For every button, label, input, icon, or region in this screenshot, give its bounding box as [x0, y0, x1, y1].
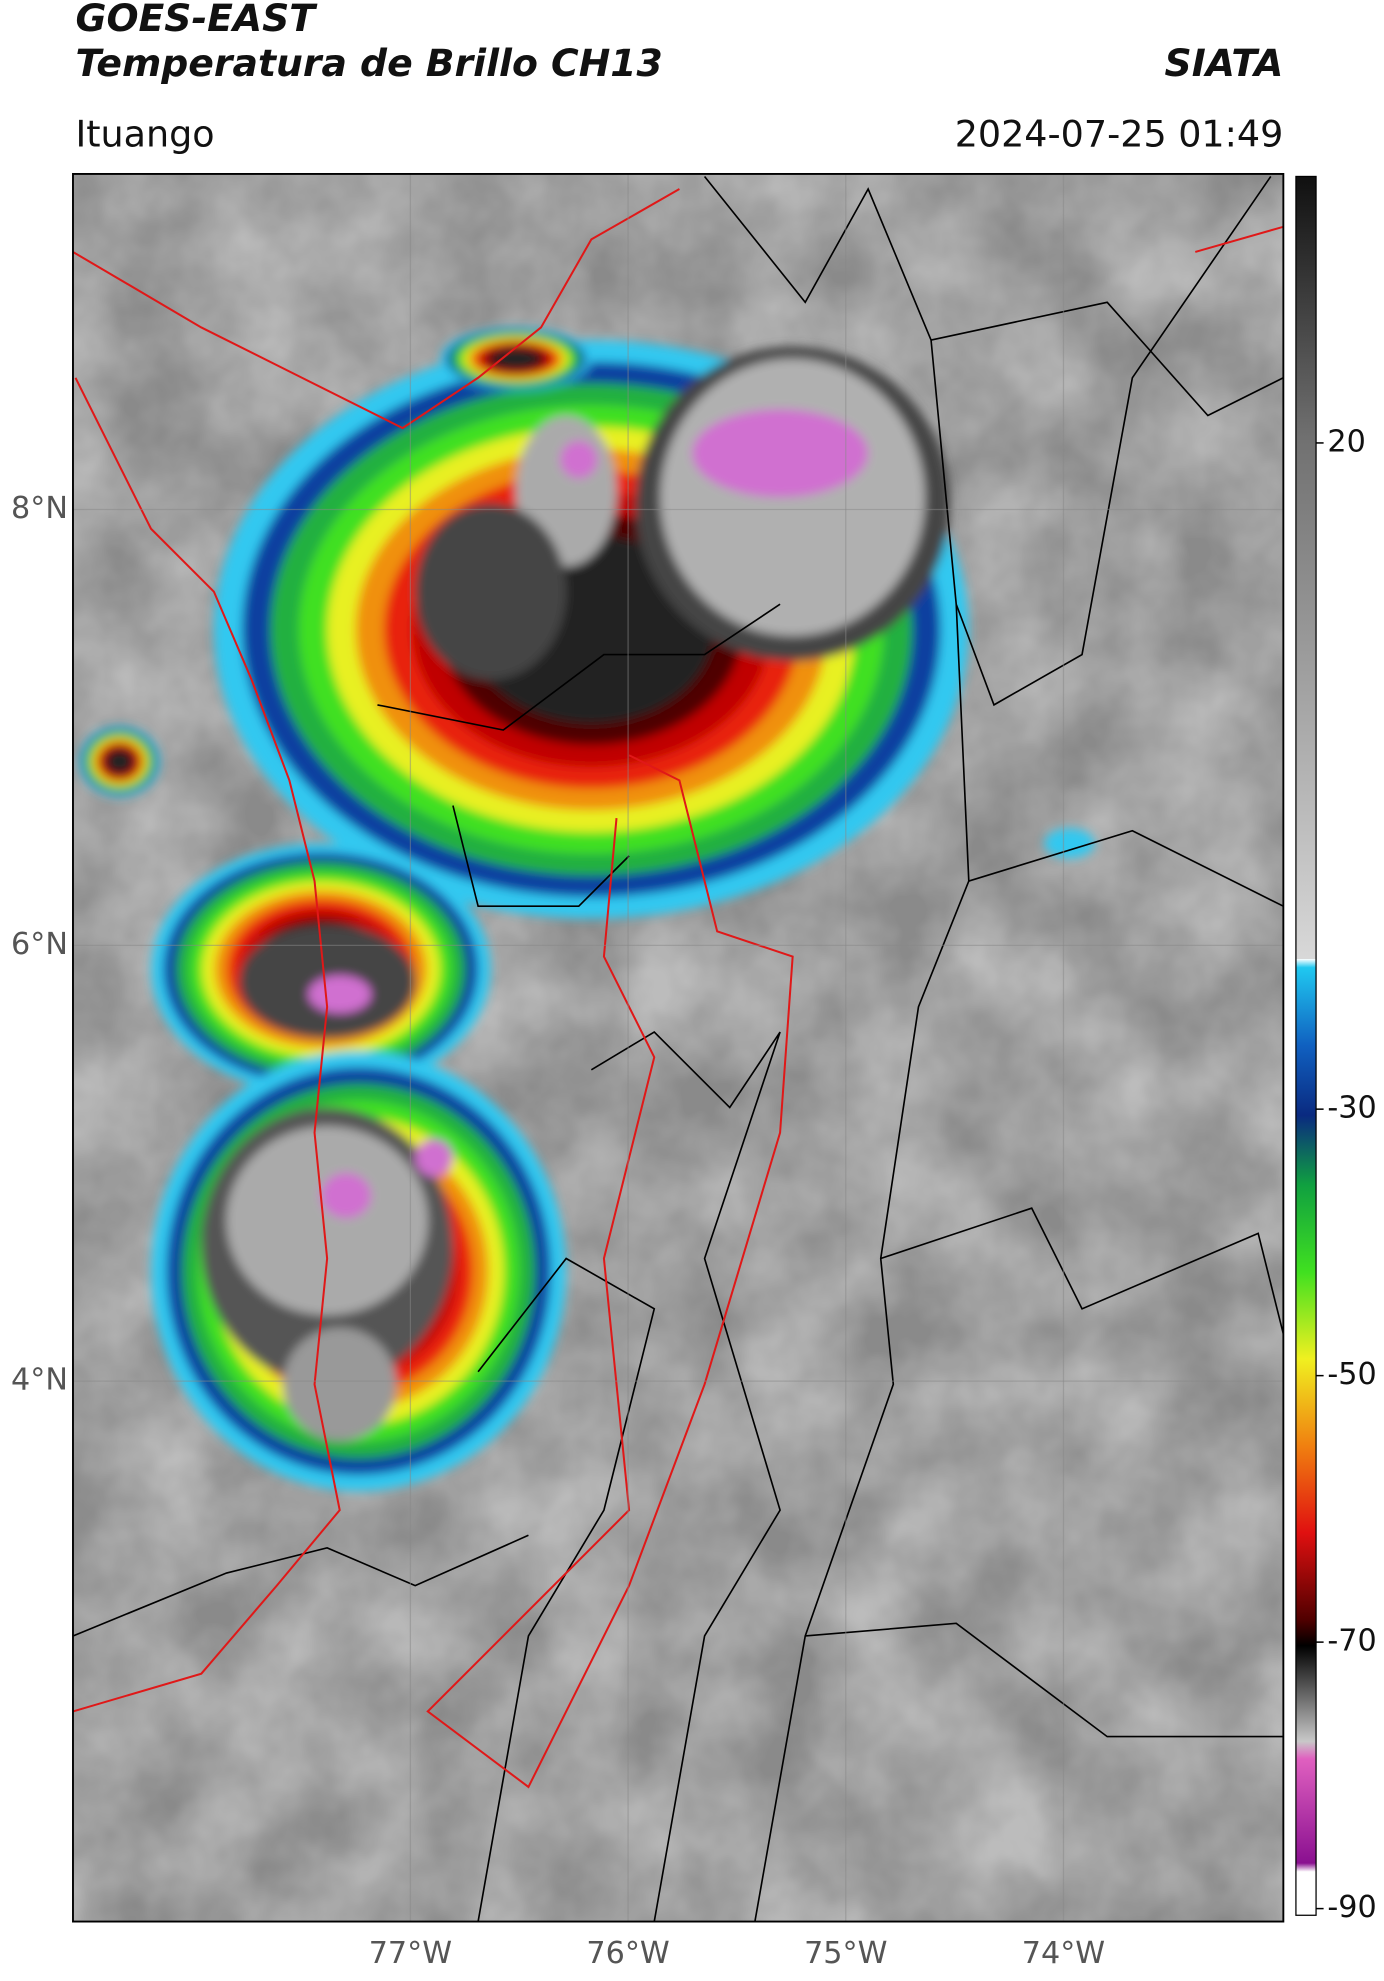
lon-tick-label: 76°W: [586, 1936, 669, 1971]
cloud-top: [308, 975, 372, 1014]
lat-tick-label: 8°N: [11, 491, 68, 526]
cloud-top: [559, 440, 598, 479]
cloud-top: [692, 409, 869, 498]
lat-tick-label: 4°N: [11, 1363, 68, 1398]
lon-tick-label: 77°W: [369, 1936, 452, 1971]
cloud-top: [283, 1327, 397, 1441]
lat-tick-label: 6°N: [11, 927, 68, 962]
cloud-ring: [491, 348, 541, 370]
cloud-top: [1044, 828, 1095, 859]
red-boundaries: [72, 188, 1284, 1789]
map-frame: [72, 172, 1285, 1923]
lon-tick-label: 74°W: [1022, 1936, 1105, 1971]
cloud-ring: [106, 750, 133, 773]
cloud-top: [415, 503, 567, 680]
cloud-top: [320, 1172, 372, 1219]
title-line2: Temperatura de Brillo CH13: [75, 41, 662, 85]
map-image: [72, 173, 1284, 1922]
lon-tick-label: 75°W: [804, 1936, 887, 1971]
grid: 8°N 6°N 4°N 77°W 76°W 75°W 74°W: [11, 173, 1284, 1971]
cloud-top: [226, 1126, 428, 1316]
colorbar-tick-label: -30: [1327, 1091, 1376, 1126]
colorbar-tick-label: 20: [1327, 424, 1365, 459]
cloud-top: [660, 358, 925, 636]
cloud-top: [415, 1138, 453, 1177]
colorbar-tick-label: -50: [1327, 1357, 1376, 1392]
location: Ituango: [75, 113, 214, 156]
source: SIATA: [1165, 41, 1284, 85]
colorbar-tick-label: -70: [1327, 1624, 1376, 1659]
boundaries: [72, 175, 1284, 1922]
colorbar: [1295, 175, 1317, 1916]
colorbar-tick-label: -90: [1327, 1890, 1376, 1925]
timestamp: 2024-07-25 01:49: [955, 113, 1284, 156]
title-line1: GOES-EAST: [75, 0, 318, 40]
